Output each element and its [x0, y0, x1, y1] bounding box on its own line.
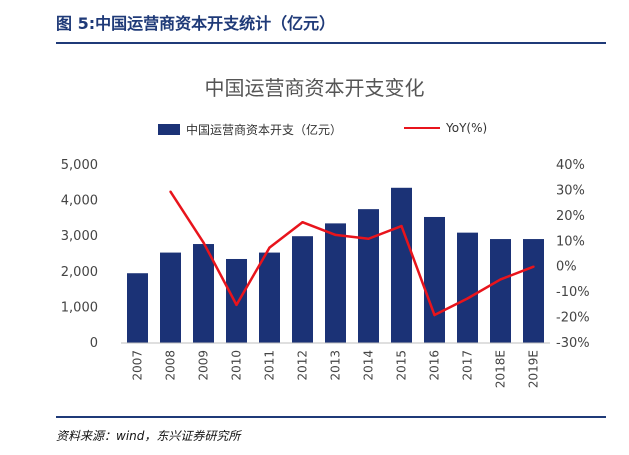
y-right-tick: 10% — [556, 234, 585, 249]
x-tick-2009: 2009 — [197, 350, 211, 381]
y-right-tick: -30% — [556, 336, 590, 351]
x-tick-2015: 2015 — [395, 350, 409, 381]
y-right-tick: 30% — [556, 183, 585, 198]
yoy-point-2008 — [169, 190, 172, 193]
y-left-tick: 1,000 — [61, 300, 98, 315]
legend-item-capex: 中国运营商资本开支（亿元） — [158, 121, 342, 138]
capex-bar-2014 — [358, 209, 379, 343]
yoy-point-2011 — [268, 246, 271, 249]
yoy-line — [169, 191, 534, 317]
x-tick-2016: 2016 — [428, 350, 442, 381]
legend-item-yoy: YoY(%) — [404, 121, 487, 135]
x-tick-2013: 2013 — [329, 350, 343, 381]
capex-bar-2013 — [325, 223, 346, 343]
capex-bar-2011 — [259, 252, 280, 343]
y-left-tick: 5,000 — [61, 158, 98, 173]
x-tick-2017: 2017 — [461, 350, 475, 381]
yoy-point-2010 — [235, 303, 238, 307]
capex-bar-2017 — [457, 232, 478, 343]
x-tick-2019E: 2019E — [527, 350, 541, 388]
header-divider — [56, 42, 606, 44]
x-tick-2008: 2008 — [164, 350, 178, 381]
yoy-point-2017 — [466, 297, 469, 300]
capex-bar-2018E — [490, 239, 511, 343]
figure-header: 图 5:中国运营商资本开支统计（亿元） — [0, 0, 629, 44]
x-tick-2011: 2011 — [263, 350, 277, 381]
yoy-point-2013 — [334, 233, 337, 237]
figure-title: 图 5:中国运营商资本开支统计（亿元） — [56, 14, 336, 33]
y-left-tick: 2,000 — [61, 265, 98, 280]
capex-bar-2007 — [127, 273, 148, 343]
capex-bar-2009 — [193, 244, 214, 343]
y-right-tick: -20% — [556, 311, 590, 326]
footer-divider — [56, 416, 606, 418]
x-tick-2012: 2012 — [296, 350, 310, 381]
legend-label-yoy: YoY(%) — [446, 121, 488, 135]
y-right-tick: 20% — [556, 209, 585, 224]
capex-bar-2016 — [424, 216, 445, 343]
legend-swatch-line — [404, 127, 440, 129]
legend-label-capex: 中国运营商资本开支（亿元） — [186, 123, 343, 137]
yoy-point-2012 — [301, 221, 304, 224]
x-tick-2014: 2014 — [362, 350, 376, 381]
yoy-point-2009 — [202, 241, 205, 244]
capex-bar-2019E — [523, 239, 544, 343]
yoy-point-2018E — [499, 278, 502, 281]
legend-swatch-bar — [158, 124, 180, 135]
y-left-tick: 3,000 — [61, 229, 98, 244]
capex-bar-2010 — [226, 258, 247, 343]
y-left-tick: 0 — [90, 336, 98, 351]
y-right-tick: 0% — [556, 260, 577, 275]
x-tick-2010: 2010 — [230, 350, 244, 381]
yoy-point-2019E — [532, 265, 535, 268]
yoy-point-2015 — [400, 224, 403, 228]
y-left-tick: 4,000 — [61, 194, 98, 209]
y-right-tick: -10% — [556, 285, 590, 300]
x-tick-2007: 2007 — [131, 350, 145, 381]
chart-title: 中国运营商资本开支变化 — [204, 76, 425, 100]
capex-bar-2012 — [292, 236, 313, 343]
x-tick-2018E: 2018E — [494, 350, 508, 388]
source-note: 资料来源：wind，东兴证券研究所 — [56, 429, 241, 443]
yoy-point-2014 — [367, 237, 370, 240]
y-right-tick: 40% — [556, 158, 585, 173]
capex-bar-2008 — [160, 252, 181, 343]
yoy-point-2016 — [433, 313, 436, 317]
capex-bar-2015 — [391, 187, 412, 343]
